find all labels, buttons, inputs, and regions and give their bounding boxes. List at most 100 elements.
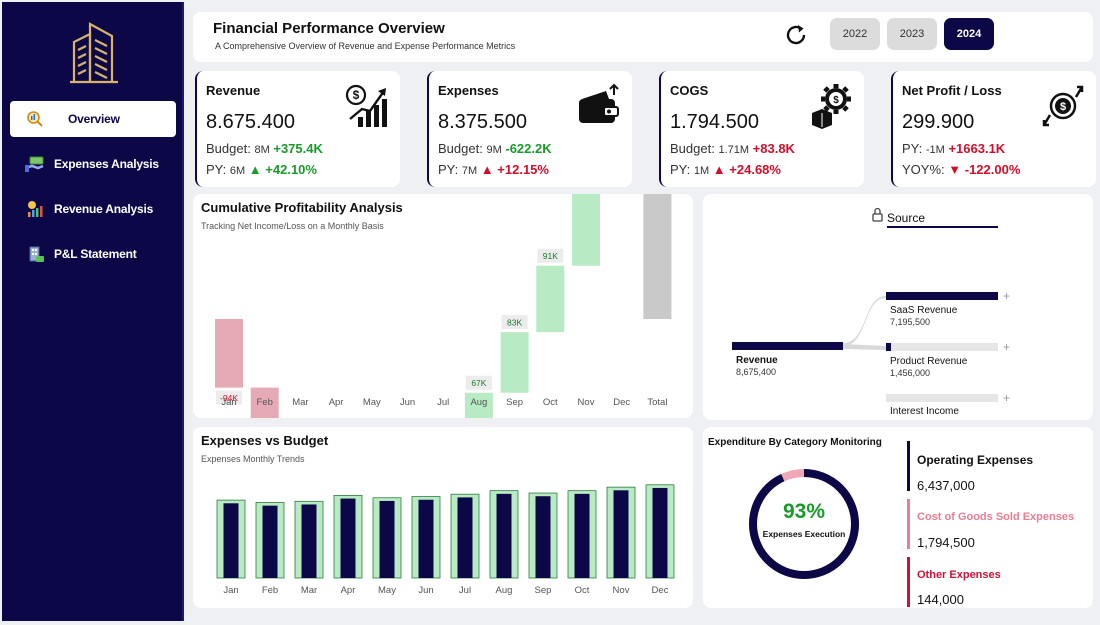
- expenses-bar: [613, 490, 629, 578]
- kpi-py-line: PY: -1M +1663.1K: [902, 141, 1006, 156]
- wallet-icon: [579, 83, 619, 123]
- kpi-card-net-profit: Net Profit / Loss 299.900 PY: -1M +1663.…: [891, 71, 1096, 187]
- coin-up-down-icon: $: [1042, 85, 1084, 127]
- donut-percent: 93%: [783, 500, 825, 523]
- x-tick-label: May: [378, 585, 396, 596]
- category-name: Operating Expenses: [917, 453, 1034, 467]
- expand-product-icon[interactable]: +: [1003, 340, 1010, 354]
- kpi-value: 299.900: [902, 111, 975, 133]
- panel-title: Expenses vs Budget: [201, 433, 329, 448]
- x-tick-label: Aug: [470, 397, 487, 408]
- kpi-value: 8.375.500: [438, 111, 527, 133]
- expenses-bar: [535, 496, 551, 578]
- kpi-card-cogs: COGS 1.794.500 Budget: 1.71M +83.8K PY: …: [659, 71, 864, 187]
- expenses-vs-budget-chart: Jan Feb Mar Apr May Jun Jul Aug Sep Oct Nov Dec: [216, 484, 675, 596]
- expenses-bar: [457, 497, 473, 578]
- x-tick-label: Mar: [301, 585, 317, 596]
- sankey-target-value: 1,456,000: [890, 368, 930, 378]
- sidebar: Overview Expenses Analysis Revenue Analy…: [2, 2, 184, 621]
- kpi-title: COGS: [670, 83, 709, 98]
- x-tick-label: Oct: [575, 585, 590, 596]
- kpi-value: 1.794.500: [670, 111, 759, 133]
- x-tick-label: Jan: [223, 585, 238, 596]
- category-value: 1,794,500: [917, 535, 975, 550]
- expand-interest-icon[interactable]: +: [1003, 391, 1010, 405]
- waterfall-bar: [572, 194, 600, 266]
- x-tick-label: Sep: [535, 585, 552, 596]
- magnifier-chart-icon: [24, 110, 46, 128]
- sankey-source-name: Revenue: [736, 355, 778, 366]
- category-bar-other: [907, 557, 910, 607]
- waterfall-bar: [536, 265, 565, 333]
- svg-text:$: $: [1060, 101, 1066, 113]
- cumulative-profitability-panel: Cumulative Profitability Analysis Tracki…: [193, 194, 693, 418]
- svg-text:$: $: [353, 88, 360, 102]
- kpi-card-expenses: Expenses 8.375.500 Budget: 9M -622.2K PY…: [427, 71, 632, 187]
- expenses-vs-budget-panel: Expenses vs Budget Expenses Monthly Tren…: [193, 427, 693, 608]
- sankey-source-value: 8,675,400: [736, 367, 776, 377]
- waterfall-data-label: 67K: [471, 378, 486, 388]
- sankey-chart: Source Revenue 8,675,400 + SaaS Revenue …: [732, 207, 1010, 417]
- sankey-link-saas: [843, 296, 886, 346]
- x-tick-label: Oct: [543, 397, 558, 408]
- kpi-title: Expenses: [438, 83, 499, 98]
- waterfall-data-label: 83K: [507, 318, 522, 328]
- expenses-bar: [379, 500, 395, 578]
- waterfall-label-bg: [501, 315, 528, 330]
- expenses-bar: [496, 493, 512, 578]
- kpi-card-revenue: Revenue 8.675.400 Budget: 8M +375.4K PY:…: [195, 71, 400, 187]
- kpi-value: 8.675.400: [206, 111, 295, 133]
- x-tick-label: Mar: [292, 397, 308, 408]
- sankey-target-value: 7,195,500: [890, 317, 930, 327]
- x-tick-label: May: [363, 397, 381, 408]
- x-tick-label: Sep: [506, 397, 523, 408]
- kpi-py-line: PY: 6M ▲ +42.10%: [206, 162, 317, 177]
- year-2022-button[interactable]: 2022: [830, 18, 880, 50]
- panel-title: Expenditure By Category Monitoring: [708, 437, 882, 448]
- x-tick-label: Jun: [418, 585, 433, 596]
- nav-pl-statement[interactable]: P&L Statement: [10, 236, 176, 272]
- sankey-node-product: [886, 343, 891, 351]
- year-2024-button[interactable]: 2024: [944, 18, 994, 50]
- donut-segment-executed: [749, 469, 859, 579]
- expenses-bar: [652, 487, 668, 578]
- waterfall-bar: [500, 332, 529, 393]
- money-hand-icon: [24, 155, 46, 173]
- kpi-title: Revenue: [206, 83, 261, 98]
- kpi-budget-line: Budget: 8M +375.4K: [206, 141, 323, 156]
- gear-money-icon: $: [812, 84, 851, 129]
- kpi-budget-line: Budget: 9M -622.2K: [438, 141, 552, 156]
- category-bar-operating: [907, 441, 910, 491]
- donut-caption: Expenses Execution: [763, 529, 846, 539]
- sankey-target-name: SaaS Revenue: [890, 305, 958, 316]
- refresh-icon[interactable]: [783, 22, 809, 48]
- waterfall-bar: [215, 319, 243, 388]
- nav-overview[interactable]: Overview: [10, 101, 176, 137]
- x-tick-label: Jun: [400, 397, 415, 408]
- year-2023-button[interactable]: 2023: [887, 18, 937, 50]
- sankey-node-revenue: [732, 342, 843, 350]
- x-tick-label: Dec: [652, 585, 669, 596]
- waterfall-data-label: 91K: [543, 251, 558, 261]
- x-tick-label: Jan: [221, 397, 236, 408]
- expenses-bar: [301, 504, 317, 578]
- waterfall-bar: [643, 194, 672, 319]
- expand-saas-icon[interactable]: +: [1003, 289, 1010, 303]
- x-tick-label: Total: [647, 397, 667, 408]
- waterfall-label-bg: [216, 390, 242, 405]
- x-tick-label: Jul: [459, 585, 471, 596]
- waterfall-bar: [464, 392, 493, 418]
- building-money-icon: [24, 245, 46, 263]
- nav-revenue-analysis[interactable]: Revenue Analysis: [10, 191, 176, 227]
- expenses-bar: [574, 493, 590, 578]
- nav-expenses-analysis[interactable]: Expenses Analysis: [10, 146, 176, 182]
- building-logo-icon: [70, 22, 118, 84]
- panel-title: Cumulative Profitability Analysis: [201, 200, 403, 215]
- page-title: Financial Performance Overview: [213, 20, 445, 37]
- sankey-node-interest: [886, 394, 998, 402]
- revenue-bars-icon: [24, 200, 46, 218]
- x-tick-label: Aug: [496, 585, 513, 596]
- expenses-bar: [340, 498, 356, 578]
- nav-overview-label: Overview: [68, 112, 120, 126]
- waterfall-label-bg: [537, 248, 564, 263]
